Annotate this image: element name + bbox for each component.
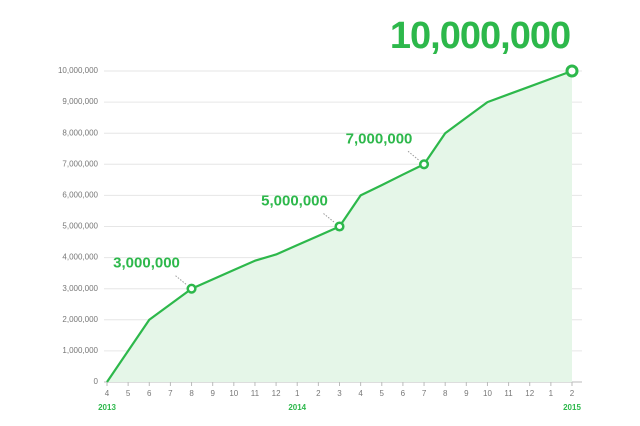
x-tick-label: 10: [229, 389, 238, 398]
x-tick-label: 5: [380, 389, 385, 398]
y-tick-label: 4,000,000: [62, 253, 98, 262]
x-tick-label: 5: [126, 389, 131, 398]
value-label: 7,000,000: [346, 130, 413, 147]
y-tick-label: 9,000,000: [62, 97, 98, 106]
x-tick-label: 9: [210, 389, 215, 398]
y-tick-label: 3,000,000: [62, 284, 98, 293]
y-tick-label: 6,000,000: [62, 191, 98, 200]
x-tick-label: 11: [504, 389, 513, 398]
x-tick-label: 1: [549, 389, 554, 398]
x-tick-label: 2: [570, 389, 575, 398]
x-tick-label: 2: [316, 389, 321, 398]
value-label: 3,000,000: [113, 255, 180, 272]
x-tick-label: 8: [189, 389, 194, 398]
leader-line: [407, 150, 420, 161]
x-tick-label: 6: [401, 389, 406, 398]
x-year-label: 2014: [288, 403, 306, 412]
value-label: 10,000,000: [390, 15, 570, 57]
point-marker: [418, 159, 430, 170]
point-marker: [334, 221, 345, 232]
x-tick-label: 1: [295, 389, 300, 398]
x-tick-label: 4: [358, 389, 363, 398]
x-tick-label: 9: [464, 389, 469, 398]
x-tick-label: 7: [168, 389, 173, 398]
y-tick-label: 5,000,000: [62, 222, 98, 231]
x-tick-label: 10: [483, 389, 492, 398]
y-tick-label: 0: [94, 377, 99, 386]
y-tick-label: 7,000,000: [62, 159, 98, 168]
point-marker: [186, 283, 197, 294]
leader-line: [175, 275, 187, 286]
x-tick-label: 12: [272, 389, 281, 398]
x-tick-label: 3: [337, 389, 342, 398]
x-year-label: 2013: [98, 403, 116, 412]
y-tick-label: 2,000,000: [62, 315, 98, 324]
x-tick-label: 8: [443, 389, 448, 398]
x-tick-label: 11: [251, 389, 260, 398]
x-tick-label: 4: [105, 389, 110, 398]
y-tick-label: 10,000,000: [58, 66, 99, 75]
x-tick-label: 6: [147, 389, 152, 398]
point-marker: [565, 64, 579, 78]
y-tick-label: 8,000,000: [62, 128, 98, 137]
y-tick-label: 1,000,000: [62, 346, 98, 355]
leader-line: [323, 213, 335, 223]
x-year-label: 2015: [563, 403, 581, 412]
x-tick-label: 7: [422, 389, 427, 398]
value-label: 5,000,000: [261, 192, 328, 209]
x-tick-label: 12: [525, 389, 534, 398]
